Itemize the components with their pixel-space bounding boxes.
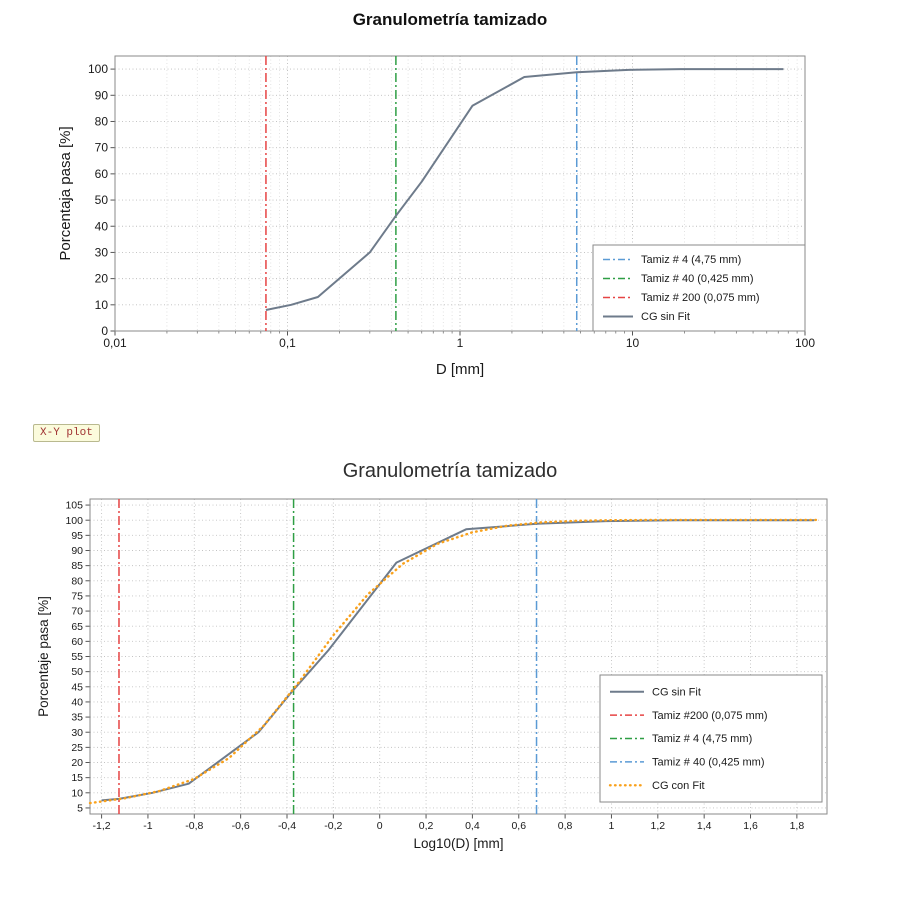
svg-text:105: 105	[65, 500, 83, 512]
svg-text:1: 1	[457, 336, 464, 350]
svg-text:-0,2: -0,2	[324, 820, 342, 832]
svg-text:40: 40	[71, 697, 83, 709]
svg-text:60: 60	[71, 636, 83, 648]
svg-text:5: 5	[77, 803, 83, 815]
svg-text:0,1: 0,1	[279, 336, 296, 350]
svg-text:Tamiz # 4 (4,75 mm): Tamiz # 4 (4,75 mm)	[641, 254, 741, 266]
svg-text:0: 0	[101, 324, 108, 338]
svg-text:Tamiz # 40 (0,425 mm): Tamiz # 40 (0,425 mm)	[652, 757, 764, 769]
svg-text:CG sin Fit: CG sin Fit	[641, 311, 690, 323]
svg-text:Porcentaje pasa [%]: Porcentaje pasa [%]	[36, 596, 51, 717]
svg-text:D [mm]: D [mm]	[436, 361, 484, 378]
svg-text:65: 65	[71, 621, 83, 633]
svg-text:-0,4: -0,4	[278, 820, 296, 832]
svg-text:CG sin Fit: CG sin Fit	[652, 686, 701, 698]
svg-text:0,2: 0,2	[419, 820, 434, 832]
svg-text:0,8: 0,8	[558, 820, 573, 832]
svg-text:0,6: 0,6	[511, 820, 526, 832]
svg-text:55: 55	[71, 651, 83, 663]
svg-text:90: 90	[71, 545, 83, 557]
svg-text:30: 30	[71, 727, 83, 739]
svg-text:40: 40	[95, 219, 109, 233]
svg-text:Tamiz # 200 (0,075 mm): Tamiz # 200 (0,075 mm)	[641, 292, 760, 304]
svg-text:70: 70	[95, 141, 109, 155]
svg-text:Tamiz # 40 (0,425 mm): Tamiz # 40 (0,425 mm)	[641, 273, 753, 285]
svg-text:100: 100	[795, 336, 815, 350]
svg-text:90: 90	[95, 88, 109, 102]
svg-text:80: 80	[71, 575, 83, 587]
bottom-chart-canvas: -1,2 -1 -0,8 -0,6 -0,4 -0,2 0 0,2 0,4 0,6 0,8 1 1,2 1…	[36, 498, 828, 851]
svg-text:10: 10	[626, 336, 640, 350]
svg-text:Porcentaja pasa [%]: Porcentaja pasa [%]	[57, 126, 74, 260]
svg-text:-0,8: -0,8	[185, 820, 203, 832]
top-chart-title: Granulometría tamizado	[352, 10, 548, 29]
svg-text:0,01: 0,01	[103, 336, 127, 350]
svg-text:1,8: 1,8	[790, 820, 805, 832]
svg-text:Tamiz #200 (0,075 mm): Tamiz #200 (0,075 mm)	[652, 710, 768, 722]
svg-text:100: 100	[88, 62, 108, 76]
svg-text:1,2: 1,2	[651, 820, 666, 832]
svg-text:50: 50	[71, 666, 83, 678]
svg-text:1,4: 1,4	[697, 820, 712, 832]
svg-text:1: 1	[609, 820, 615, 832]
svg-text:10: 10	[71, 787, 83, 799]
svg-text:60: 60	[95, 167, 109, 181]
svg-text:30: 30	[95, 246, 109, 260]
svg-text:CG con Fit: CG con Fit	[652, 780, 705, 792]
svg-text:80: 80	[95, 115, 109, 129]
svg-text:0: 0	[377, 820, 383, 832]
svg-text:-1: -1	[143, 820, 152, 832]
svg-text:20: 20	[95, 272, 109, 286]
svg-text:45: 45	[71, 681, 83, 693]
svg-text:-1,2: -1,2	[93, 820, 111, 832]
svg-text:Log10(D) [mm]: Log10(D) [mm]	[413, 836, 503, 851]
svg-text:1,6: 1,6	[743, 820, 758, 832]
svg-text:95: 95	[71, 530, 83, 542]
svg-text:-0,6: -0,6	[232, 820, 250, 832]
svg-text:100: 100	[65, 515, 83, 527]
svg-text:70: 70	[71, 606, 83, 618]
svg-text:25: 25	[71, 742, 83, 754]
svg-text:35: 35	[71, 712, 83, 724]
svg-text:50: 50	[95, 193, 109, 207]
svg-text:85: 85	[71, 560, 83, 572]
svg-text:Tamiz # 4 (4,75 mm): Tamiz # 4 (4,75 mm)	[652, 733, 752, 745]
svg-text:75: 75	[71, 590, 83, 602]
svg-text:15: 15	[71, 772, 83, 784]
bottom-chart-title: Granulometría tamizado	[342, 460, 558, 482]
xy-plot-button[interactable]: X-Y plot	[33, 424, 100, 442]
svg-text:0,4: 0,4	[465, 820, 480, 832]
top-chart-canvas: 0,01 0,1 1 10 100 0 10 20 30 40 50 60 70 80 90 100 Tamiz…	[57, 55, 815, 378]
svg-text:20: 20	[71, 757, 83, 769]
svg-text:10: 10	[95, 298, 109, 312]
